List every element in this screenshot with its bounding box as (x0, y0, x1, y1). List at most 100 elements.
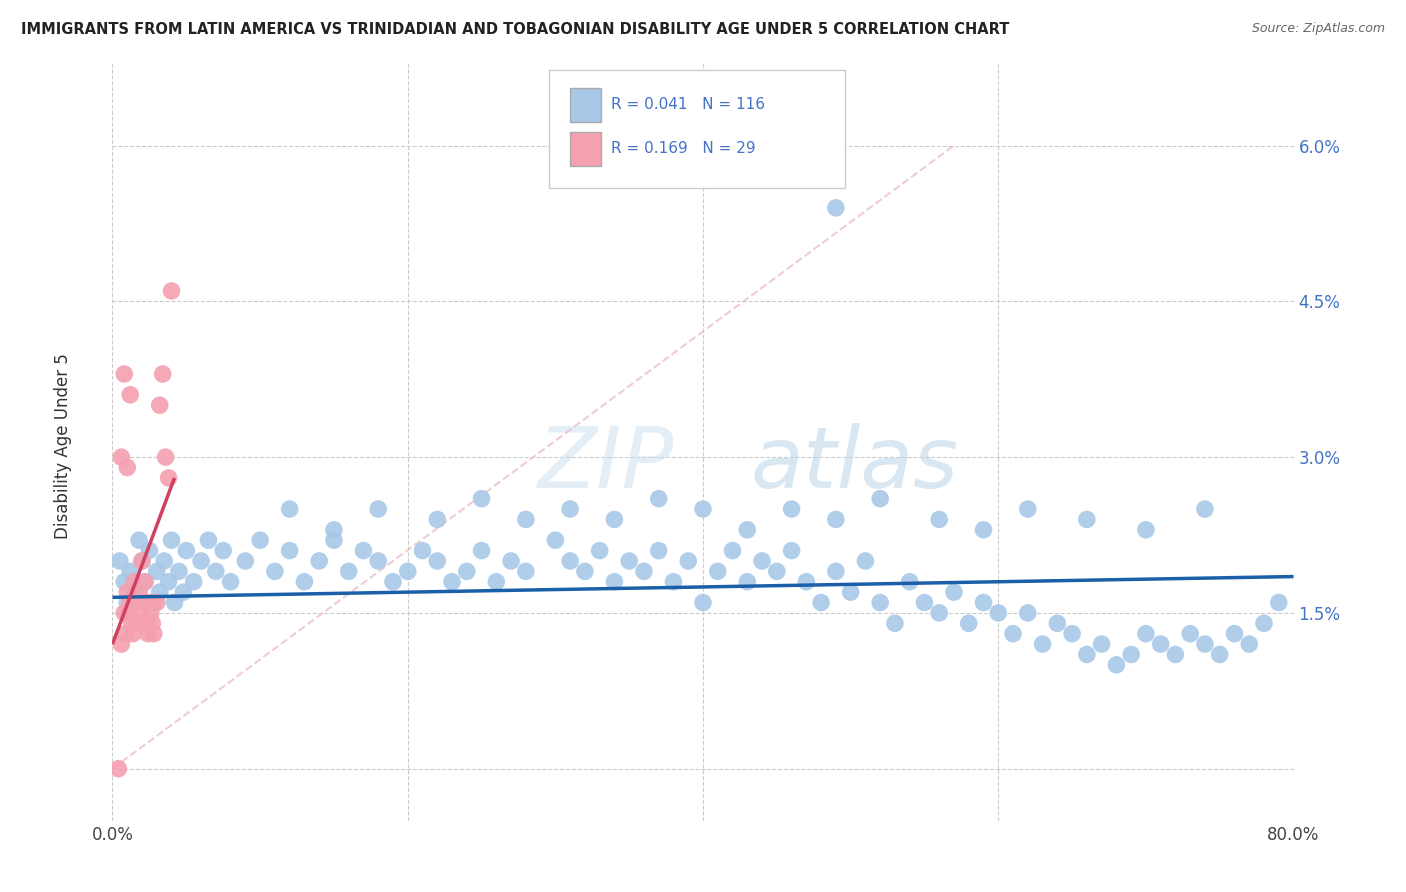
Text: Source: ZipAtlas.com: Source: ZipAtlas.com (1251, 22, 1385, 36)
Point (603, 512, 626, 526)
Point (382, 574, 405, 589)
Point (678, 554, 700, 568)
Point (721, 138, 744, 153)
Point (112, 574, 135, 589)
Point (1046, 616, 1069, 631)
Point (183, 574, 205, 589)
Point (957, 616, 980, 631)
Point (142, 595, 165, 609)
Point (1076, 512, 1098, 526)
Text: R = 0.041   N = 116: R = 0.041 N = 116 (610, 96, 765, 112)
Point (157, 574, 180, 589)
Point (396, 565, 419, 579)
Point (456, 565, 478, 579)
Text: IMMIGRANTS FROM LATIN AMERICA VS TRINIDADIAN AND TOBAGONIAN DISABILITY AGE UNDER: IMMIGRANTS FROM LATIN AMERICA VS TRINIDA… (21, 22, 1010, 37)
Point (1268, 595, 1291, 609)
Point (1076, 648, 1098, 662)
Point (1135, 523, 1157, 537)
Point (1135, 626, 1157, 640)
Text: ZIP: ZIP (537, 423, 673, 506)
Text: Disability Age Under 5: Disability Age Under 5 (55, 353, 72, 539)
Point (1194, 637, 1216, 651)
Point (141, 616, 163, 631)
Point (603, 574, 626, 589)
Point (117, 595, 138, 609)
Point (163, 595, 186, 609)
Point (824, 512, 846, 526)
Point (367, 502, 389, 516)
Point (205, 565, 228, 579)
Point (558, 554, 582, 568)
Point (190, 554, 212, 568)
Point (780, 502, 803, 516)
Point (146, 565, 169, 579)
Point (1223, 626, 1246, 640)
Point (174, 543, 197, 558)
Point (942, 585, 965, 599)
Point (1017, 502, 1039, 516)
Point (1253, 616, 1275, 631)
Point (470, 491, 494, 506)
Point (142, 626, 165, 640)
Point (323, 523, 346, 537)
Point (152, 367, 174, 381)
Point (139, 606, 162, 620)
Point (197, 533, 219, 548)
Point (928, 606, 950, 620)
Point (367, 554, 389, 568)
Point (737, 523, 759, 537)
Point (132, 595, 155, 609)
Point (884, 616, 907, 631)
Point (138, 543, 160, 558)
Point (121, 616, 143, 631)
Point (110, 637, 132, 651)
Point (264, 565, 287, 579)
Point (308, 554, 330, 568)
Text: atlas: atlas (751, 423, 959, 506)
Point (1091, 637, 1114, 651)
Point (118, 606, 141, 620)
Point (558, 502, 582, 516)
Point (157, 471, 180, 485)
Point (928, 512, 950, 526)
Point (898, 574, 921, 589)
Point (110, 450, 132, 464)
Point (124, 574, 146, 589)
Point (155, 450, 177, 464)
Point (112, 367, 135, 381)
Point (426, 512, 449, 526)
Point (129, 606, 152, 620)
Point (131, 554, 153, 568)
Point (1164, 648, 1187, 662)
Point (120, 388, 142, 402)
Point (501, 554, 523, 568)
Point (1150, 637, 1173, 651)
Point (1178, 626, 1201, 640)
Point (128, 533, 150, 548)
Point (411, 543, 433, 558)
Point (706, 565, 728, 579)
Point (219, 574, 242, 589)
Point (149, 585, 172, 599)
Point (855, 554, 877, 568)
Legend:  (697, 862, 709, 873)
Point (134, 574, 156, 589)
Point (1017, 606, 1039, 620)
Point (108, 554, 131, 568)
Point (751, 554, 773, 568)
Point (485, 574, 508, 589)
Point (973, 595, 995, 609)
Point (1032, 637, 1054, 651)
Point (470, 543, 494, 558)
Point (737, 574, 759, 589)
Point (117, 585, 138, 599)
Point (107, 762, 129, 776)
Point (127, 616, 149, 631)
Point (692, 595, 714, 609)
Point (138, 595, 160, 609)
Point (574, 565, 596, 579)
Point (112, 606, 135, 620)
Point (766, 565, 789, 579)
Point (136, 626, 159, 640)
Point (796, 574, 818, 589)
